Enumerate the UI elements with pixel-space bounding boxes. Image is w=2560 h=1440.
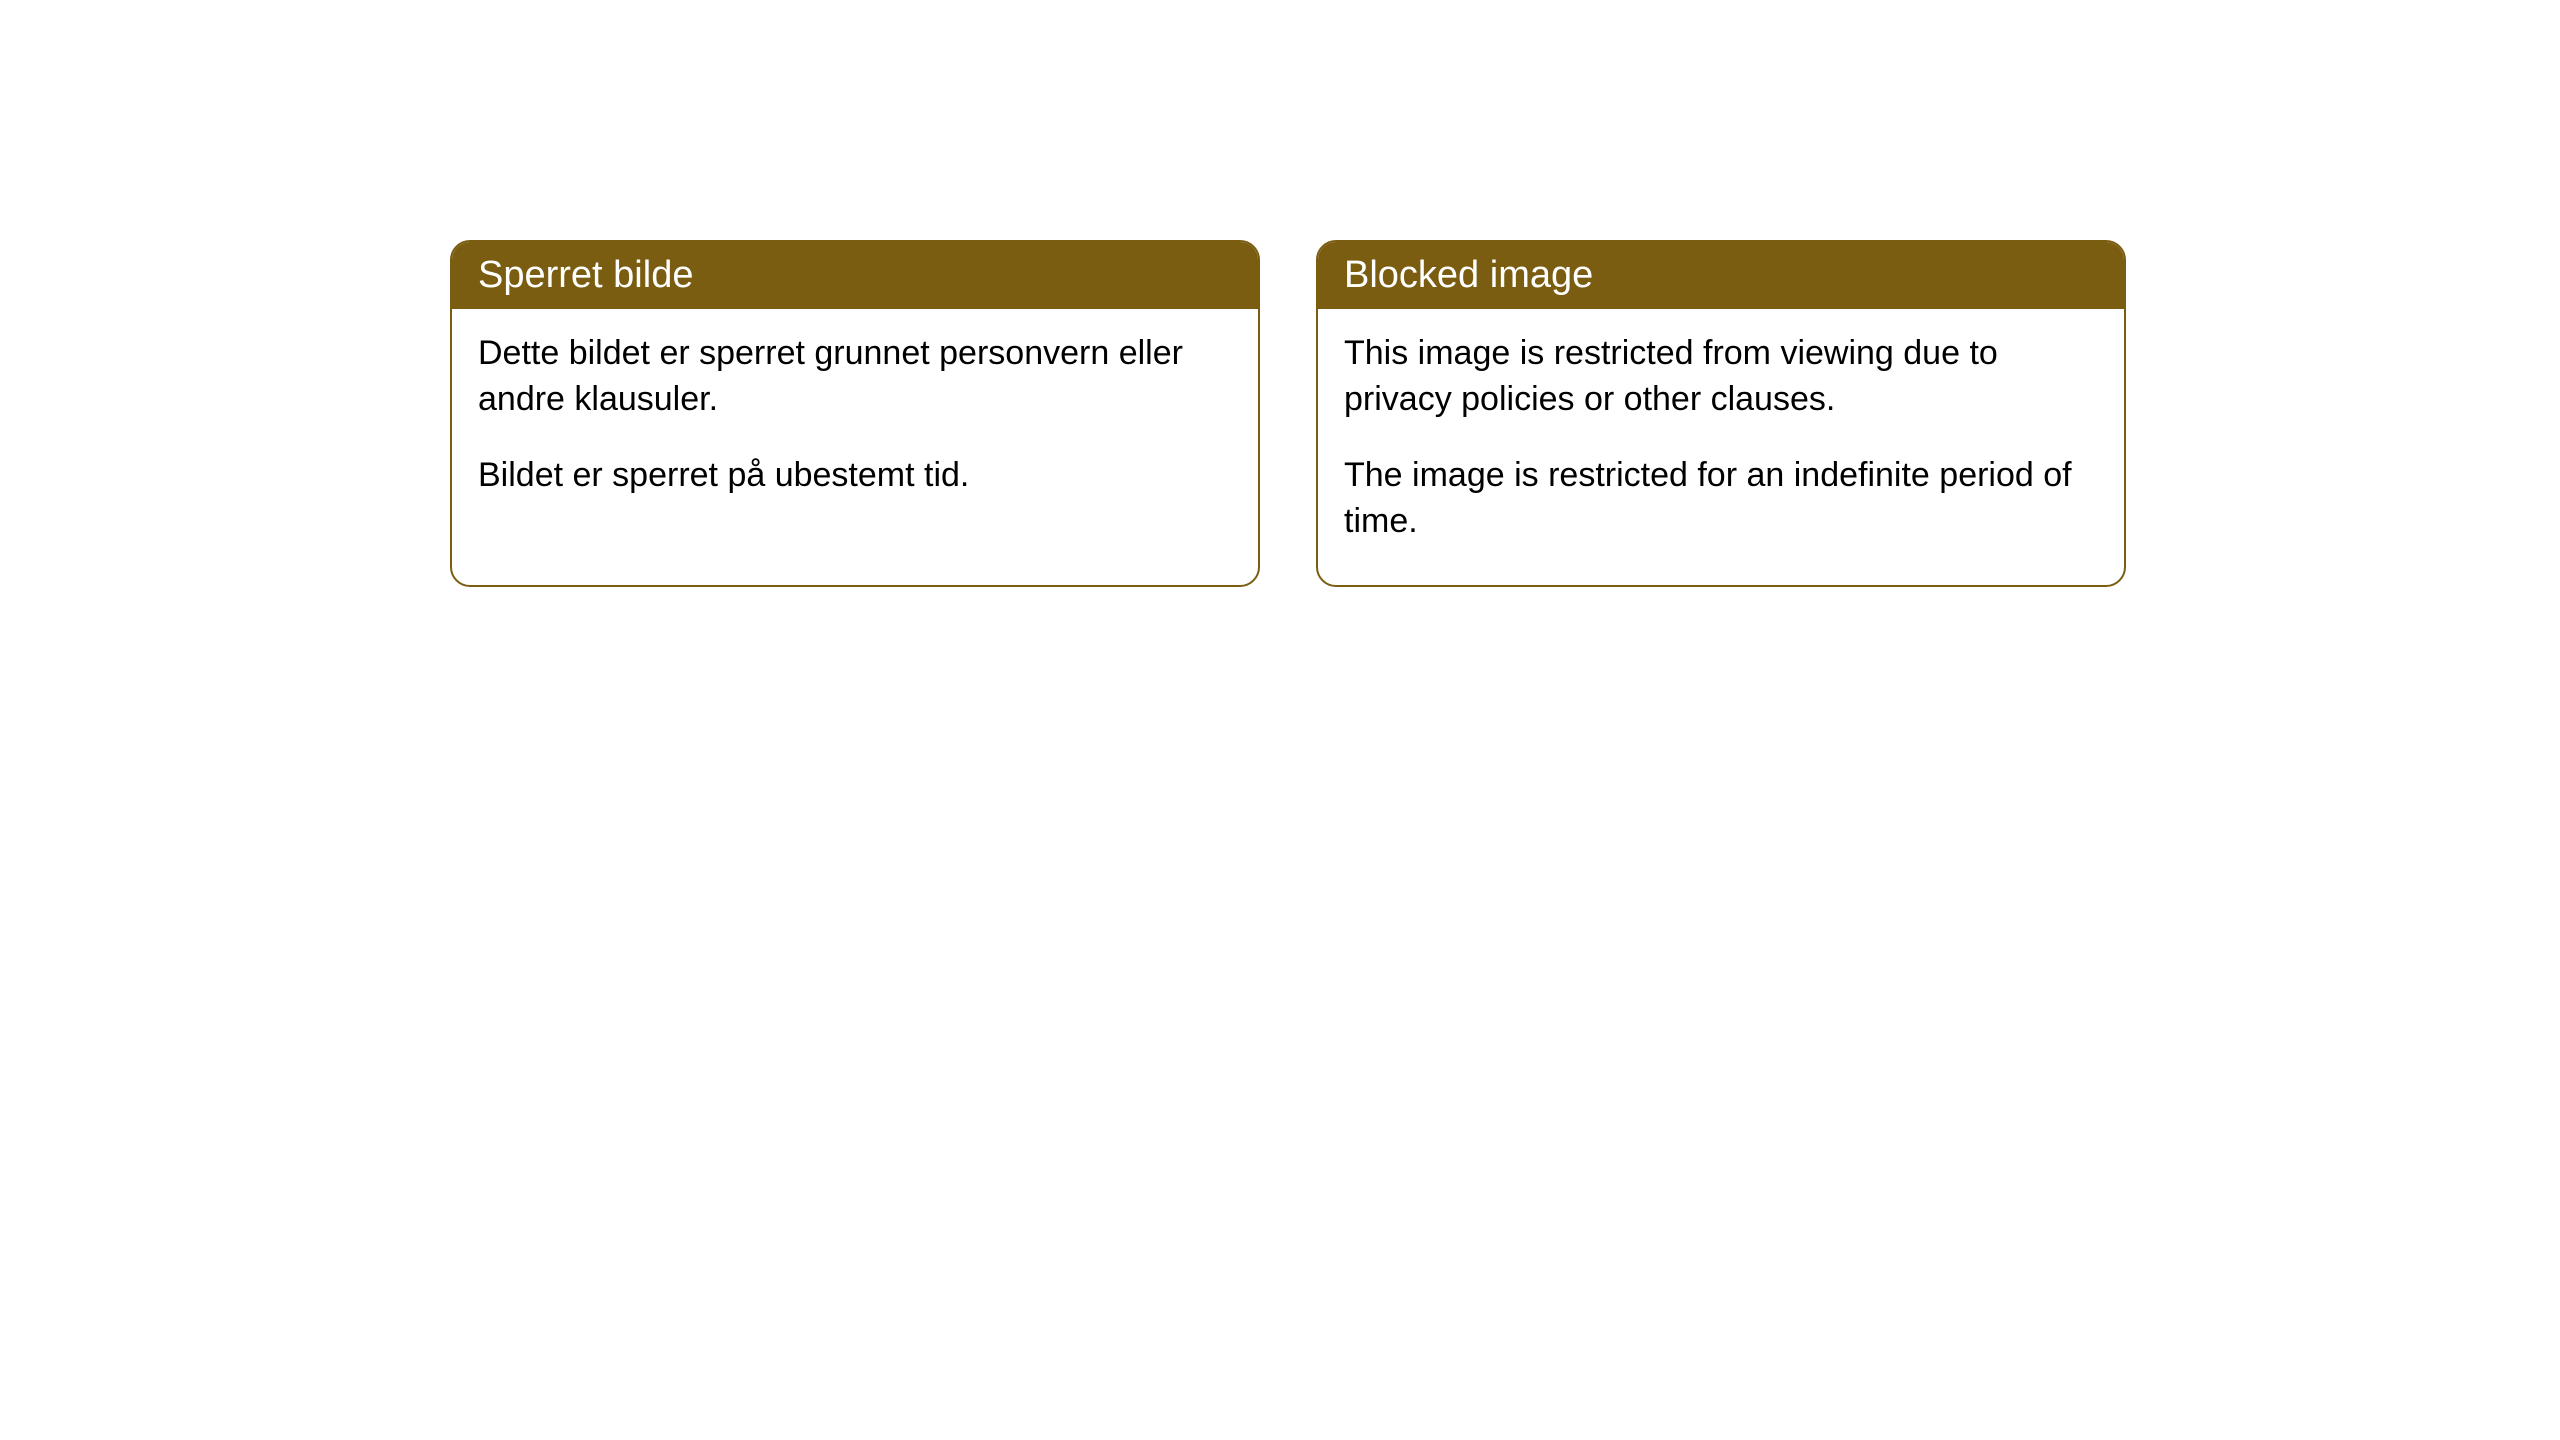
notice-card-english: Blocked image This image is restricted f… [1316,240,2126,587]
card-title: Sperret bilde [478,254,693,296]
card-body: Dette bildet er sperret grunnet personve… [452,309,1258,539]
card-paragraph: This image is restricted from viewing du… [1344,331,2098,423]
card-header: Blocked image [1318,242,2124,309]
notice-container: Sperret bilde Dette bildet er sperret gr… [450,240,2126,587]
notice-card-norwegian: Sperret bilde Dette bildet er sperret gr… [450,240,1260,587]
card-title: Blocked image [1344,254,1593,296]
card-paragraph: The image is restricted for an indefinit… [1344,453,2098,545]
card-body: This image is restricted from viewing du… [1318,309,2124,585]
card-paragraph: Bildet er sperret på ubestemt tid. [478,453,1232,499]
card-paragraph: Dette bildet er sperret grunnet personve… [478,331,1232,423]
card-header: Sperret bilde [452,242,1258,309]
